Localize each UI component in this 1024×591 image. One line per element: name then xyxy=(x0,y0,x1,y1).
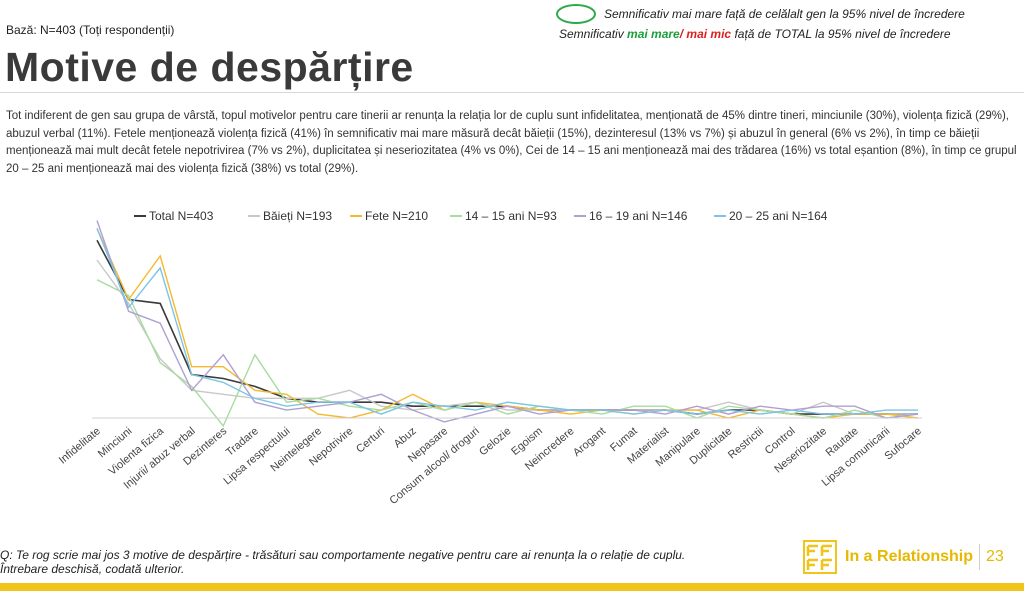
sig-bigger: mai mare xyxy=(627,27,680,41)
series-line-0 xyxy=(96,239,918,415)
summary-paragraph: Tot indiferent de gen sau grupa de vârst… xyxy=(6,110,1017,175)
bottom-accent-bar xyxy=(0,583,1024,591)
legend-label: 16 – 19 ani N=146 xyxy=(589,209,688,223)
legend-item-4: 16 – 19 ani N=146 xyxy=(574,209,688,223)
x-tick-label: Infidelitate xyxy=(57,425,103,466)
legend-label: Băieți N=193 xyxy=(263,209,332,223)
green-oval-icon xyxy=(556,4,596,24)
x-tick-label: Gelozie xyxy=(477,425,513,458)
legend-item-5: 20 – 25 ani N=164 xyxy=(714,209,828,223)
page-number: 23 xyxy=(986,548,1004,565)
x-tick-label: Certuri xyxy=(354,425,387,455)
sig-slash: / xyxy=(679,27,687,41)
legend-item-1: Băieți N=193 xyxy=(248,209,332,223)
series-line-1 xyxy=(96,259,918,415)
legend-item-3: 14 – 15 ani N=93 xyxy=(450,209,557,223)
series-line-2 xyxy=(96,228,919,419)
chart-lines xyxy=(96,220,919,428)
sig-smaller: mai mic xyxy=(686,27,732,41)
x-tick-label: Arogant xyxy=(571,425,608,459)
significance-legend-gender-text: Semnificativ mai mare față de celălalt g… xyxy=(604,7,965,21)
sig-prefix: Semnificativ xyxy=(559,27,628,41)
legend-item-2: Fete N=210 xyxy=(350,209,428,223)
brand-block: In a Relationship 23 xyxy=(803,540,1004,574)
series-line-3 xyxy=(96,279,919,428)
significance-legend-gender: Semnificativ mai mare față de celălalt g… xyxy=(556,4,965,24)
line-chart: Total N=403 Băieți N=193 Fete N=210 14 – 15… xyxy=(57,209,924,507)
legend-label: Total N=403 xyxy=(149,209,214,223)
legend-item-0: Total N=403 xyxy=(134,209,214,223)
sig-suffix: față de TOTAL la 95% nivel de încredere xyxy=(731,27,951,41)
legend-label: 14 – 15 ani N=93 xyxy=(465,209,557,223)
brand-name: In a Relationship xyxy=(845,548,974,565)
x-tick-label: Restrictii xyxy=(726,425,766,461)
title-divider xyxy=(0,92,1024,93)
base-label: Bază: N=403 (Toți respondenții) xyxy=(6,23,175,37)
chart-legend: Total N=403 Băieți N=193 Fete N=210 14 – 15… xyxy=(134,209,828,223)
brand-separator xyxy=(979,544,981,570)
question-text: Q: Te rog scrie mai jos 3 motive de desp… xyxy=(0,548,686,562)
significance-legend-total: Semnificativ mai mare/ mai mic față de T… xyxy=(559,27,951,41)
x-tick-label: Abuz xyxy=(392,425,419,450)
series-line-5 xyxy=(96,228,918,415)
question-note: Întrebare deschisă, codată ulterior. xyxy=(0,562,185,576)
brand-logo-icon xyxy=(803,540,837,574)
footnote: Q: Te rog scrie mai jos 3 motive de desp… xyxy=(0,548,685,576)
page-title: Motive de despărțire xyxy=(5,44,414,90)
legend-label: Fete N=210 xyxy=(365,209,428,223)
series-line-4 xyxy=(96,220,919,423)
legend-label: 20 – 25 ani N=164 xyxy=(729,209,828,223)
